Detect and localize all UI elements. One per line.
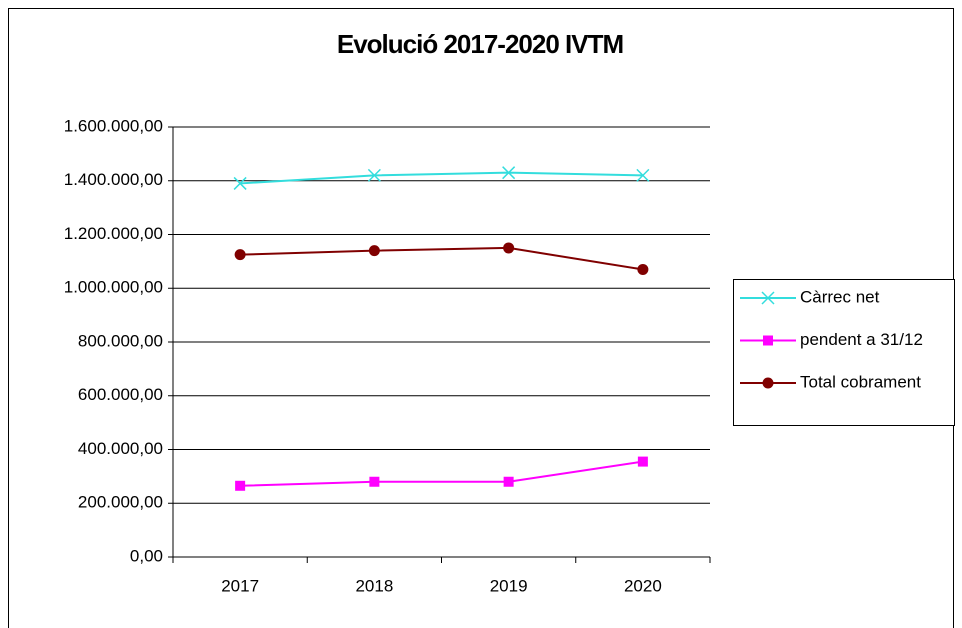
chart-title: Evolució 2017-2020 IVTM [337,29,623,59]
y-tick-label: 400.000,00 [78,439,163,458]
y-tick-label: 1.000.000,00 [64,278,163,297]
y-tick-label: 800.000,00 [78,331,163,350]
marker [503,242,515,254]
marker [636,168,650,182]
marker [367,168,381,182]
y-tick-label: 1.200.000,00 [64,224,163,243]
marker [763,335,773,346]
y-tick-label: 0,00 [130,546,163,565]
marker [503,476,514,487]
legend-label: Càrrec net [800,287,880,306]
series-line [240,460,644,487]
series-line [240,171,643,185]
x-tick-label: 2019 [490,576,528,595]
y-tick-label: 1.400.000,00 [64,170,163,189]
marker [762,377,774,389]
marker [761,291,775,305]
x-tick-label: 2020 [624,576,662,595]
y-tick-label: 600.000,00 [78,385,163,404]
marker [637,456,648,467]
marker [502,166,516,180]
x-tick-label: 2017 [221,576,259,595]
marker [637,263,649,275]
marker [369,476,380,487]
y-tick-label: 200.000,00 [78,493,163,512]
marker [368,245,380,257]
marker [234,249,246,261]
y-tick-label: 1.600.000,00 [64,116,163,135]
marker [233,176,247,190]
x-tick-label: 2018 [355,576,393,595]
marker [235,480,246,491]
legend-label: Total cobrament [800,372,921,391]
series-line [240,246,644,271]
legend-box [733,279,955,426]
legend-label: pendent a 31/12 [800,330,923,349]
